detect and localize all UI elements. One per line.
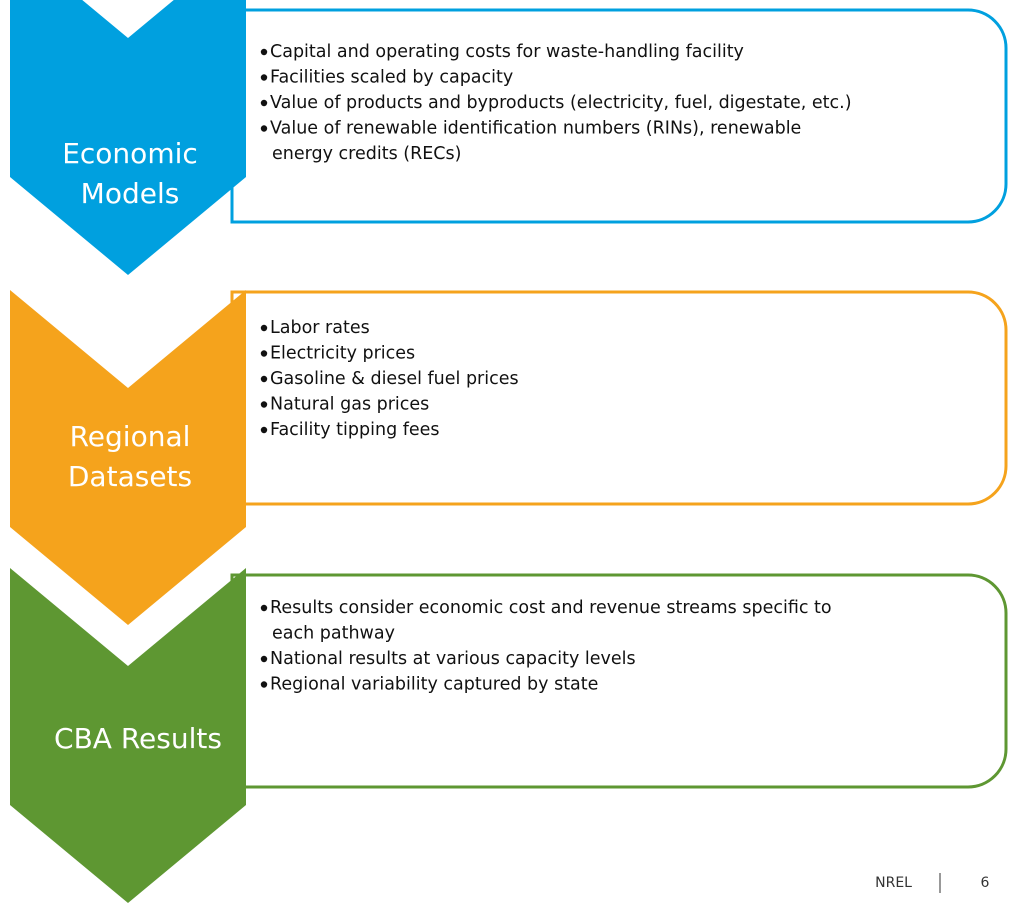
content-box [230, 573, 1008, 789]
section-label: Regional [70, 420, 191, 453]
bullet-dot [260, 655, 268, 663]
content-box [230, 8, 1008, 224]
bullet-text: Value of renewable identification number… [270, 119, 801, 139]
bullet-dot [260, 74, 268, 81]
bullet-text: energy credits (RECs) [272, 144, 461, 164]
bullet-dot [260, 604, 268, 612]
footer-org: NREL [875, 875, 912, 891]
bullet-text: Capital and operating costs for waste-ha… [270, 42, 744, 62]
chevron [10, 568, 246, 903]
footer-page: 6 [981, 875, 990, 891]
bullet-dot [260, 401, 268, 408]
bullet-text: Gasoline & diesel fuel prices [270, 369, 519, 389]
section-label: CBA Results [54, 722, 222, 755]
section-label: Models [81, 177, 180, 210]
bullet-dot [260, 99, 268, 107]
bullet-text: Regional variability captured by state [270, 675, 598, 695]
bullet-text: each pathway [272, 624, 395, 644]
bullet-dot [260, 324, 268, 332]
bullet-dot [260, 426, 268, 434]
bullet-text: Facility tipping fees [270, 420, 440, 440]
bullet-text: Natural gas prices [270, 395, 429, 415]
bullet-text: Facilities scaled by capacity [270, 68, 513, 88]
bullet-dot [260, 350, 268, 357]
bullet-dot [260, 125, 268, 132]
bullet-dot [260, 681, 268, 688]
chevron [10, 290, 246, 625]
section-label: Economic [62, 137, 198, 170]
content-box [230, 290, 1008, 506]
bullet-text: National results at various capacity lev… [270, 649, 636, 669]
bullet-text: Labor rates [270, 318, 370, 338]
bullet-text: Electricity prices [270, 344, 415, 364]
chevron [10, 0, 246, 275]
bullet-text: Value of products and byproducts (electr… [270, 93, 852, 113]
section-label: Datasets [68, 460, 192, 493]
bullet-dot [260, 375, 268, 383]
bullet-dot [260, 48, 268, 56]
bullet-text: Results consider economic cost and reven… [270, 598, 832, 618]
